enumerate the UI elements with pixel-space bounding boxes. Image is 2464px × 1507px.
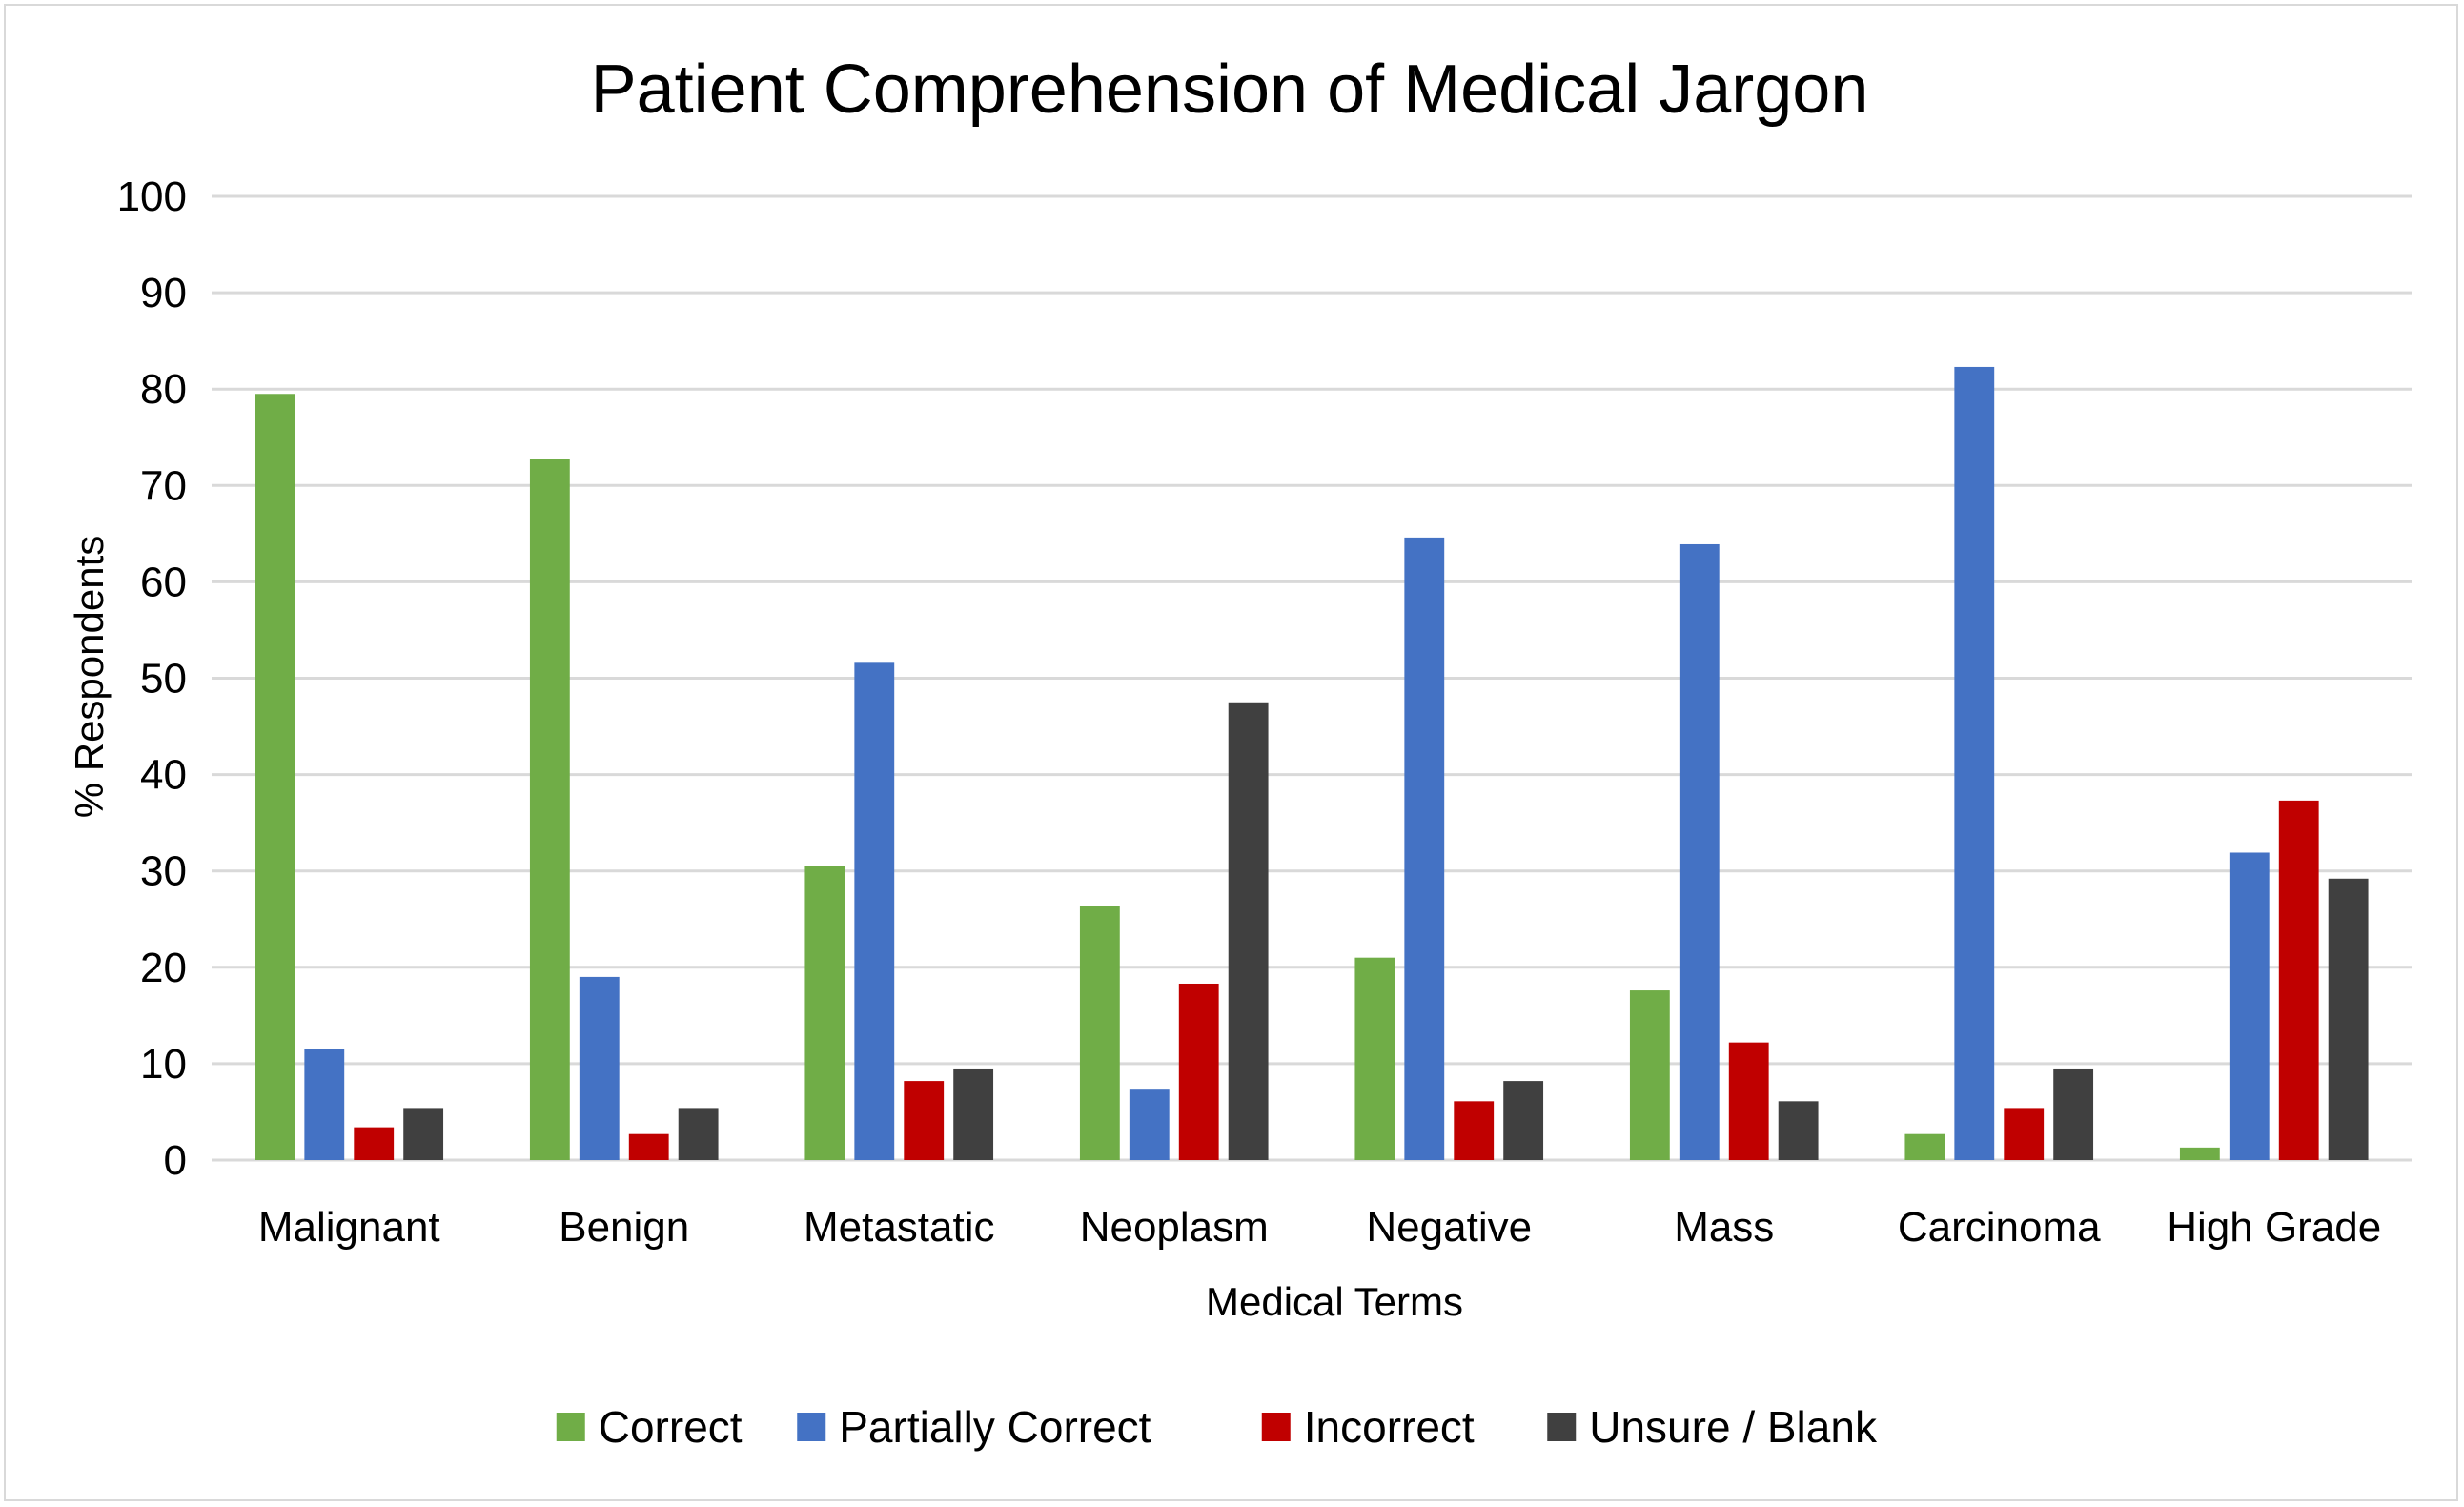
bar	[1178, 983, 1219, 1160]
x-tick-label: Neoplasm	[1080, 1204, 1269, 1251]
bar	[1404, 537, 1445, 1160]
y-tick-label: 60	[140, 559, 187, 605]
y-tick-label: 70	[140, 462, 187, 509]
x-tick-label: Malignant	[258, 1204, 440, 1251]
bar	[2278, 800, 2319, 1160]
bar	[1629, 990, 1670, 1160]
chart-title: Patient Comprehension of Medical Jargon	[591, 51, 1869, 128]
bar	[354, 1127, 395, 1160]
y-axis-ticks: 0 10 20 30 40 50 60 70 80 90 100	[117, 173, 187, 1184]
bar	[403, 1108, 444, 1160]
bar	[1954, 366, 1995, 1160]
legend-label: Correct	[599, 1402, 743, 1452]
y-tick-label: 30	[140, 848, 187, 895]
y-tick-label: 40	[140, 752, 187, 799]
bar	[1503, 1081, 1544, 1160]
bar	[2328, 878, 2369, 1160]
bar	[1354, 957, 1395, 1160]
y-tick-label: 90	[140, 270, 187, 316]
x-tick-label: High Grade	[2167, 1204, 2381, 1251]
bar	[854, 662, 895, 1160]
legend-item: Correct	[556, 1402, 743, 1452]
legend-swatch	[797, 1413, 826, 1441]
legend-label: Unsure / Blank	[1589, 1402, 1878, 1452]
bar	[678, 1108, 719, 1160]
y-axis-title: % Respondents	[67, 536, 112, 819]
x-tick-label: Carcinoma	[1898, 1204, 2101, 1251]
x-tick-label: Benign	[559, 1204, 689, 1251]
legend-item: Incorrect	[1261, 1402, 1475, 1452]
y-tick-label: 100	[117, 173, 187, 220]
bar	[1129, 1089, 1170, 1160]
bar	[904, 1081, 945, 1160]
bar	[1728, 1042, 1769, 1160]
bar	[304, 1049, 345, 1160]
bars	[255, 366, 2369, 1160]
legend-label: Incorrect	[1304, 1402, 1475, 1452]
bar	[1778, 1101, 1819, 1160]
y-tick-label: 80	[140, 366, 187, 413]
legend-item: Unsure / Blank	[1547, 1402, 1878, 1452]
bar	[579, 976, 620, 1160]
x-axis-ticks: Malignant Benign Metastatic Neoplasm Negativ…	[258, 1204, 2381, 1251]
bar	[1904, 1133, 1945, 1160]
legend-swatch	[556, 1413, 585, 1441]
legend-item: Partially Correct	[797, 1402, 1151, 1452]
y-tick-label: 0	[164, 1137, 187, 1184]
bar	[2053, 1068, 2094, 1160]
legend-label: Partially Correct	[839, 1402, 1151, 1452]
bar	[2229, 852, 2270, 1160]
bar	[255, 394, 295, 1160]
legend-swatch	[1547, 1413, 1577, 1441]
x-tick-label: Mass	[1674, 1204, 1774, 1251]
y-tick-label: 20	[140, 945, 187, 991]
gridlines	[212, 194, 2412, 1162]
x-tick-label: Metastatic	[804, 1204, 995, 1251]
bar	[2004, 1108, 2045, 1160]
y-tick-label: 50	[140, 656, 187, 703]
bar	[529, 459, 570, 1160]
bar	[1079, 906, 1120, 1160]
bar	[628, 1133, 669, 1160]
legend-swatch	[1261, 1413, 1291, 1441]
bar	[2179, 1147, 2220, 1160]
y-tick-label: 10	[140, 1041, 187, 1088]
bar	[1679, 543, 1720, 1160]
x-axis-title: Medical Terms	[1206, 1279, 1463, 1324]
x-tick-label: Negative	[1366, 1204, 1532, 1251]
legend: Correct Partially Correct Incorrect Unsure …	[556, 1402, 1878, 1452]
bar	[1228, 702, 1269, 1160]
bar	[804, 866, 845, 1160]
bar	[953, 1068, 994, 1160]
bar	[1454, 1101, 1495, 1160]
